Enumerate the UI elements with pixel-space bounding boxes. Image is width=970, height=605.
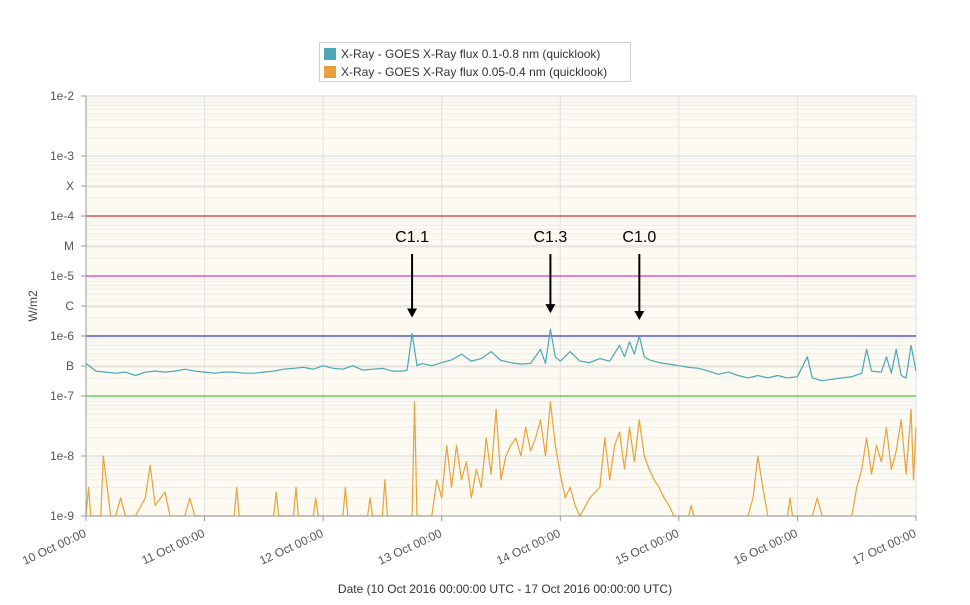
x-tick-label: 10 Oct 00:00: [20, 526, 88, 568]
flare-label: C1.0: [622, 229, 656, 246]
y-axis-label: W/m2: [26, 290, 40, 322]
x-tick-label: 15 Oct 00:00: [613, 526, 681, 568]
legend-label-short-wave: X-Ray - GOES X-Ray flux 0.05-0.4 nm (qui…: [341, 65, 608, 79]
x-axis-label: Date (10 Oct 2016 00:00:00 UTC - 17 Oct …: [337, 582, 673, 596]
x-tick-label: 12 Oct 00:00: [257, 526, 325, 568]
y-tick-label: 1e-3: [50, 149, 74, 163]
legend: X-Ray - GOES X-Ray flux 0.1-0.8 nm (quic…: [319, 42, 631, 82]
y-tick-label: 1e-7: [50, 389, 74, 403]
x-tick-label: 13 Oct 00:00: [376, 526, 444, 568]
flare-arrow-head: [407, 308, 418, 318]
y-tick-label: C: [65, 299, 74, 313]
x-tick-label: 16 Oct 00:00: [731, 526, 799, 568]
flare-label: C1.1: [395, 229, 429, 246]
y-axis-ticks: 1e-2 1e-3 X 1e-4 M 1e-5 C 1e-6 B 1e-7 1e-8 1e-9: [50, 89, 87, 523]
x-tick-label: 11 Oct 00:00: [139, 526, 207, 567]
threshold-lines: [86, 215, 916, 397]
series-line-short-wave: [85, 401, 917, 517]
series-lines: [85, 328, 917, 517]
flare-arrow-head: [634, 311, 645, 320]
series-line-long-wave: [85, 328, 917, 382]
y-tick-label: 1e-9: [50, 509, 74, 523]
x-axis-ticks: 10 Oct 00:00 11 Oct 00:00 12 Oct 00:00 13 O…: [20, 515, 919, 568]
legend-item-short-wave[interactable]: X-Ray - GOES X-Ray flux 0.05-0.4 nm (qui…: [324, 64, 607, 80]
legend-swatch-long-wave: [324, 48, 336, 60]
y-tick-label: 1e-4: [50, 209, 74, 223]
x-tick-label: 14 Oct 00:00: [494, 526, 562, 568]
y-tick-label: B: [66, 359, 74, 373]
y-tick-label: X: [66, 179, 74, 193]
legend-item-long-wave[interactable]: X-Ray - GOES X-Ray flux 0.1-0.8 nm (quic…: [324, 46, 600, 62]
y-tick-label: 1e-8: [50, 449, 74, 463]
legend-swatch-short-wave: [324, 66, 336, 78]
x-tick-label: 17 Oct 00:00: [850, 526, 918, 568]
y-tick-label: 1e-2: [50, 89, 74, 103]
y-tick-label: 1e-5: [50, 269, 74, 283]
flare-label: C1.3: [534, 229, 568, 246]
legend-label-long-wave: X-Ray - GOES X-Ray flux 0.1-0.8 nm (quic…: [341, 47, 601, 61]
y-tick-label: 1e-6: [50, 329, 74, 343]
flare-arrow-head: [545, 304, 556, 314]
flare-annotations: C1.1 C1.3 C1.0: [395, 229, 656, 320]
y-tick-label: M: [64, 239, 74, 253]
